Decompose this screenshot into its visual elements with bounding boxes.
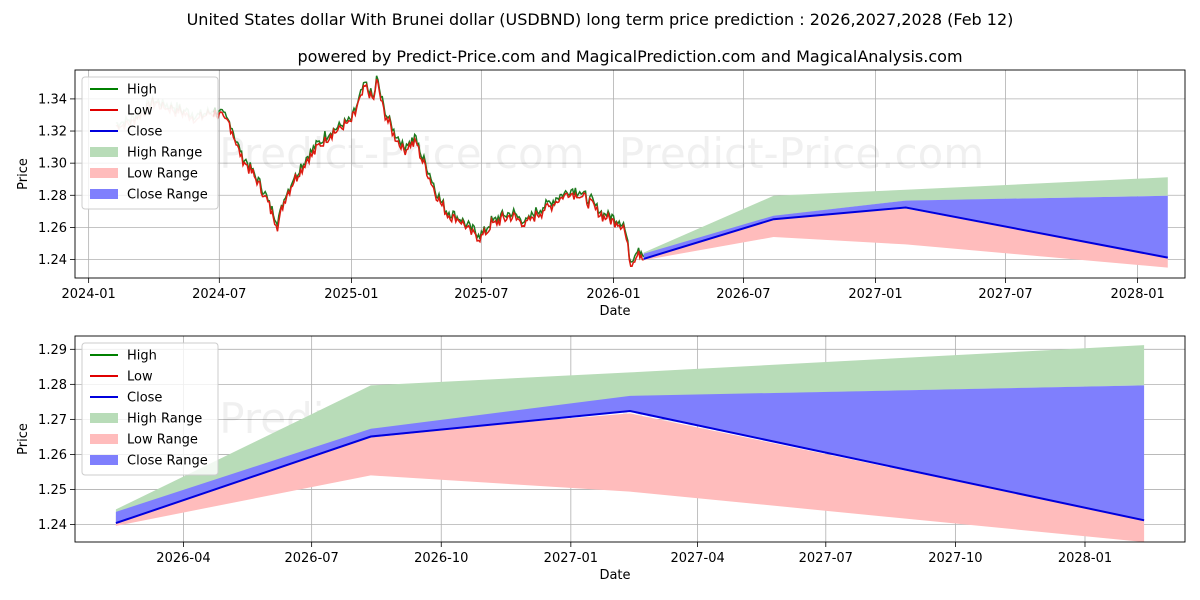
x-tick-label: 2025-07	[454, 287, 508, 302]
x-tick-label: 2024-01	[61, 287, 115, 302]
x-tick-label: 2026-07	[284, 551, 338, 566]
bottom-panel: 2026-04 2026-07 2026-10 2027-01 2027-04 2027-…	[16, 335, 1186, 583]
x-tick-label: 2027-01	[848, 287, 902, 302]
x-tick-label: 2024-07	[192, 287, 246, 302]
legend-close-range-swatch	[90, 455, 118, 465]
legend-close-label: Close	[127, 125, 162, 140]
legend-close-range-swatch	[90, 189, 118, 199]
y-tick-label: 1.28	[38, 189, 67, 204]
top-panel: 2024-01 2024-07 2025-01 2025-07 2026-01 2026-…	[16, 69, 1186, 319]
x-tick-label: 2028-01	[1058, 551, 1112, 566]
low-range-band	[115, 413, 1145, 542]
legend-low-range-label: Low Range	[127, 167, 198, 182]
x-tick-label: 2027-01	[544, 551, 598, 566]
legend-high-label: High	[127, 349, 157, 364]
axes-frame	[74, 69, 1186, 279]
axes-frame	[74, 335, 1186, 543]
close-forecast-line	[643, 206, 1168, 260]
y-tick-label: 1.34	[38, 92, 67, 107]
legend-low-range-swatch	[90, 168, 118, 178]
legend-low-label: Low	[127, 104, 153, 119]
y-tick-label: 1.29	[38, 343, 67, 358]
x-tick-label: 2026-04	[156, 551, 210, 566]
plot-area	[115, 345, 1145, 542]
legend-high-range-label: High Range	[127, 146, 202, 161]
y-tick-label: 1.26	[38, 221, 67, 236]
y-tick-label: 1.28	[38, 378, 67, 393]
x-tick-label: 2025-01	[324, 287, 378, 302]
chart-title: United States dollar With Brunei dollar …	[187, 10, 1014, 29]
legend-high-range-label: High Range	[127, 412, 202, 427]
x-axis-label: Date	[599, 304, 630, 319]
y-tick-label: 1.30	[38, 157, 67, 172]
x-tick-label: 2026-07	[716, 287, 770, 302]
high-range-band	[115, 345, 1145, 524]
watermark-text: Predict-Price.com	[219, 129, 584, 178]
plot-area	[115, 75, 1168, 268]
y-tick-label: 1.25	[38, 483, 67, 498]
close-forecast-line	[115, 409, 1145, 525]
chart-subtitle: powered by Predict-Price.com and Magical…	[297, 47, 962, 66]
y-tick-label: 1.24	[38, 518, 67, 533]
x-axis-label: Date	[599, 568, 630, 583]
legend-close-label: Close	[127, 391, 162, 406]
x-tick-label: 2026-10	[414, 551, 468, 566]
y-axis-label: Price	[16, 158, 31, 190]
legend-close-range-label: Close Range	[127, 188, 208, 203]
close-range-band	[643, 195, 1168, 259]
close-range-band	[115, 385, 1145, 524]
x-tick-label: 2027-10	[928, 551, 982, 566]
y-tick-label: 1.32	[38, 125, 67, 140]
x-tick-label: 2027-04	[670, 551, 724, 566]
x-tick-label: 2027-07	[978, 287, 1032, 302]
high-range-band	[643, 177, 1168, 259]
legend-high-label: High	[127, 83, 157, 98]
x-tick-label: 2026-01	[586, 287, 640, 302]
legend-high-range-swatch	[90, 147, 118, 157]
high-history-line	[212, 75, 645, 263]
low-range-band	[643, 208, 1168, 268]
y-tick-label: 1.26	[38, 448, 67, 463]
legend-low-range-swatch	[90, 434, 118, 444]
y-tick-label: 1.24	[38, 253, 67, 268]
x-tick-label: 2027-07	[799, 551, 853, 566]
legend: High Low Close High Range Low Range Close Ran…	[81, 342, 219, 476]
y-tick-label: 1.27	[38, 413, 67, 428]
watermark-text: Predict-Price.com	[619, 129, 984, 178]
low-history-line	[212, 78, 644, 268]
legend-close-range-label: Close Range	[127, 454, 208, 469]
legend: High Low Close High Range Low Range Close Ran…	[81, 76, 219, 210]
legend-low-range-label: Low Range	[127, 433, 198, 448]
legend-high-range-swatch	[90, 413, 118, 423]
legend-low-label: Low	[127, 370, 153, 385]
y-axis-label: Price	[16, 423, 31, 455]
x-tick-label: 2028-01	[1110, 287, 1164, 302]
